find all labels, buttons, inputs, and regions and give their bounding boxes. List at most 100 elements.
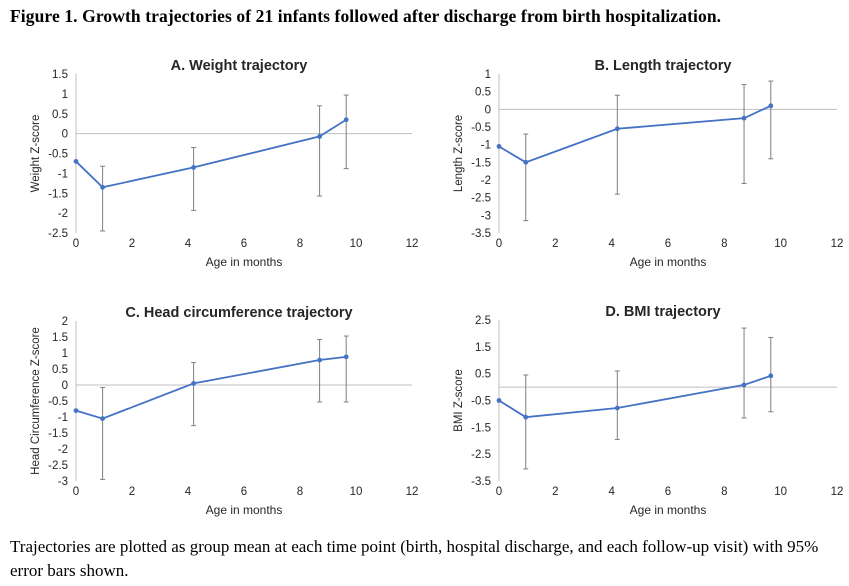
x-axis-label: Age in months bbox=[630, 255, 707, 269]
bmi-trajectory-chart: D. BMI trajectory 2.5 1.5 0.5 -0.5 -1.5 -2.5 -3… bbox=[453, 304, 844, 517]
y-tick-label: 0.5 bbox=[52, 109, 68, 121]
data-point bbox=[73, 408, 79, 413]
y-tick-label: 0.5 bbox=[475, 87, 491, 99]
y-tick-label: -3.5 bbox=[471, 228, 491, 240]
y-axis-label: BMI Z-score bbox=[453, 369, 465, 432]
data-point bbox=[343, 117, 349, 123]
y-axis-label: Length Z-score bbox=[453, 115, 465, 192]
x-tick-label: 0 bbox=[496, 486, 502, 498]
y-axis-label: Weight Z-score bbox=[30, 115, 42, 193]
series-line bbox=[75, 118, 347, 189]
x-tick-label: 6 bbox=[665, 238, 671, 250]
y-tick-label: -2.5 bbox=[48, 460, 68, 472]
chart-title: D. BMI trajectory bbox=[605, 304, 720, 320]
y-tick-label: -1.5 bbox=[48, 428, 68, 440]
x-axis-label: Age in months bbox=[206, 503, 283, 517]
x-axis-label: Age in months bbox=[630, 503, 707, 517]
y-axis-label: Head Circumference Z-score bbox=[30, 327, 42, 475]
x-axis-label: Age in months bbox=[206, 255, 283, 269]
data-point bbox=[191, 165, 197, 170]
x-tick-label: 6 bbox=[241, 238, 247, 250]
series-line bbox=[75, 355, 347, 420]
y-tick-label: -2 bbox=[58, 208, 68, 220]
data-point bbox=[496, 398, 502, 403]
data-point bbox=[100, 184, 105, 190]
data-point bbox=[317, 134, 322, 139]
data-point bbox=[614, 405, 620, 411]
y-tick-label: -0.5 bbox=[471, 396, 491, 408]
y-tick-label: -2 bbox=[481, 175, 491, 187]
x-tick-label: 2 bbox=[552, 486, 558, 498]
x-tick-label: 4 bbox=[608, 486, 615, 498]
y-tick-label: 0.5 bbox=[52, 364, 68, 376]
y-tick-label: 1.5 bbox=[475, 342, 491, 354]
y-tick-label: -2.5 bbox=[48, 228, 68, 240]
y-tick-label: -2.5 bbox=[471, 449, 491, 461]
y-tick-label: 0 bbox=[485, 104, 491, 116]
x-tick-label: 12 bbox=[831, 486, 844, 498]
data-point bbox=[317, 357, 322, 363]
y-tick-label: -1 bbox=[58, 412, 68, 424]
y-tick-label: 1 bbox=[62, 89, 68, 101]
y-tick-label: -0.5 bbox=[48, 149, 68, 161]
x-tick-label: 4 bbox=[185, 238, 192, 250]
data-point bbox=[73, 159, 79, 164]
x-tick-label: 4 bbox=[608, 238, 615, 250]
y-tick-label: 1 bbox=[62, 348, 68, 360]
y-tick-label: 2.5 bbox=[475, 315, 491, 327]
y-tick-label: -2 bbox=[58, 444, 68, 456]
y-tick-label: -1.5 bbox=[471, 157, 491, 169]
y-tick-label: 0.5 bbox=[475, 369, 491, 381]
x-tick-label: 6 bbox=[665, 486, 671, 498]
y-tick-label: -1 bbox=[58, 168, 68, 180]
x-tick-label: 2 bbox=[552, 238, 558, 250]
y-tick-label: -1 bbox=[481, 140, 491, 152]
chart-title: C. Head circumference trajectory bbox=[125, 305, 352, 321]
data-point bbox=[100, 416, 105, 421]
y-tick-label: 1.5 bbox=[52, 69, 68, 81]
chart-title: A. Weight trajectory bbox=[171, 58, 308, 74]
data-point bbox=[523, 159, 529, 165]
x-tick-label: 8 bbox=[297, 238, 303, 250]
y-tick-label: -3 bbox=[481, 210, 491, 222]
x-tick-label: 12 bbox=[406, 486, 419, 498]
x-tick-label: 8 bbox=[297, 486, 303, 498]
data-point bbox=[496, 144, 502, 149]
x-tick-label: 2 bbox=[129, 238, 135, 250]
head-circumference-trajectory-chart: C. Head circumference trajectory 2 1.5 1 0.5… bbox=[30, 305, 419, 517]
x-tick-label: 2 bbox=[129, 486, 135, 498]
x-tick-label: 6 bbox=[241, 486, 247, 498]
x-tick-label: 0 bbox=[73, 238, 79, 250]
y-tick-label: 2 bbox=[62, 316, 68, 328]
chart-title: B. Length trajectory bbox=[595, 58, 732, 74]
data-point bbox=[343, 354, 349, 360]
x-tick-label: 12 bbox=[406, 238, 419, 250]
data-point bbox=[741, 382, 747, 388]
x-tick-label: 0 bbox=[73, 486, 79, 498]
y-tick-label: 1 bbox=[485, 69, 491, 81]
y-tick-label: -0.5 bbox=[48, 396, 68, 408]
x-tick-label: 10 bbox=[350, 238, 363, 250]
x-tick-label: 8 bbox=[721, 486, 727, 498]
weight-trajectory-chart: A. Weight trajectory 1.5 1 0.5 0 -0.5 -1 -1.5 -2… bbox=[30, 58, 419, 269]
data-point bbox=[191, 381, 197, 386]
x-tick-label: 12 bbox=[831, 238, 844, 250]
figure-caption: Trajectories are plotted as group mean a… bbox=[10, 537, 819, 580]
y-tick-label: -1.5 bbox=[48, 188, 68, 200]
x-tick-label: 0 bbox=[496, 238, 502, 250]
y-tick-label: -2.5 bbox=[471, 193, 491, 205]
data-point bbox=[741, 115, 747, 121]
y-tick-label: 0 bbox=[62, 129, 68, 141]
data-point bbox=[768, 373, 774, 379]
length-trajectory-chart: B. Length trajectory 1 0.5 0 -0.5 -1 -1.5 -2 -2.… bbox=[453, 58, 844, 269]
x-tick-label: 10 bbox=[774, 238, 787, 250]
series-line bbox=[498, 104, 772, 164]
y-tick-label: 0 bbox=[62, 380, 68, 392]
y-tick-label: 1.5 bbox=[52, 332, 68, 344]
data-point bbox=[768, 103, 774, 109]
series-line bbox=[498, 374, 772, 419]
x-tick-label: 4 bbox=[185, 486, 192, 498]
x-tick-label: 8 bbox=[721, 238, 727, 250]
figure-title: Figure 1. Growth trajectories of 21 infa… bbox=[10, 6, 722, 26]
y-tick-label: -1.5 bbox=[471, 422, 491, 434]
